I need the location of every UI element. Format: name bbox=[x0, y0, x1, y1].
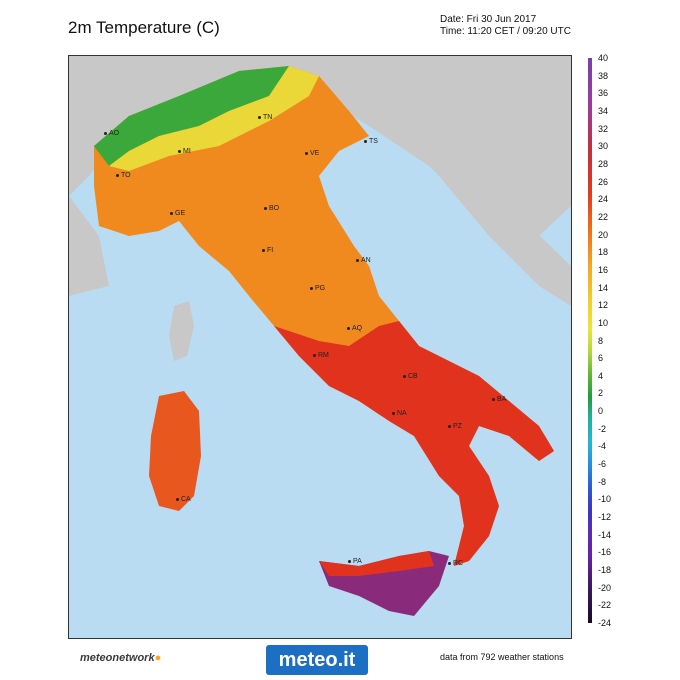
city-marker: GE bbox=[170, 210, 185, 217]
city-marker: CA bbox=[176, 496, 191, 503]
date-time-block: Date: Fri 30 Jun 2017 Time: 11:20 CET / … bbox=[440, 14, 571, 38]
sardinia bbox=[149, 391, 201, 511]
colorbar-tick-label: 12 bbox=[598, 300, 609, 311]
city-marker: RC bbox=[448, 560, 463, 567]
city-marker: PA bbox=[348, 558, 362, 565]
colorbar-tick-label: 32 bbox=[598, 123, 609, 134]
city-marker: BA bbox=[492, 396, 506, 403]
colorbar-tick-label: -24 bbox=[598, 618, 612, 628]
time-line: Time: 11:20 CET / 09:20 UTC bbox=[440, 26, 571, 37]
colorbar-tick-label: -12 bbox=[598, 512, 612, 523]
colorbar-tick-label: -22 bbox=[598, 600, 612, 611]
colorbar-labels: 40 38 36 34 32 30 28 26 24 22 20 18 16 14 12 10 8 6 4 2 0 -2-… bbox=[598, 54, 638, 628]
city-marker: AO bbox=[104, 130, 119, 137]
colorbar-tick-label: 24 bbox=[598, 194, 609, 205]
map-title: 2m Temperature (C) bbox=[68, 18, 220, 37]
colorbar-tick-label: 28 bbox=[598, 158, 609, 169]
alps-cool bbox=[94, 66, 289, 166]
corsica bbox=[169, 301, 194, 361]
temperature-colorbar bbox=[588, 58, 592, 623]
colorbar-tick-label: -20 bbox=[598, 582, 612, 593]
map-svg bbox=[69, 56, 571, 616]
colorbar-tick-label: 20 bbox=[598, 229, 609, 240]
meteonetwork-logo: meteonetwork● bbox=[80, 652, 162, 664]
colorbar-tick-label: 8 bbox=[598, 335, 604, 346]
colorbar-tick-label: 22 bbox=[598, 211, 609, 222]
colorbar-tick-label: 18 bbox=[598, 247, 609, 258]
foreign-land-west bbox=[69, 196, 109, 296]
colorbar-tick-label: -8 bbox=[598, 476, 607, 487]
colorbar-tick-label: -14 bbox=[598, 529, 612, 540]
italy-south-hot bbox=[274, 321, 554, 566]
city-marker: VE bbox=[305, 150, 319, 157]
city-marker: FI bbox=[262, 247, 273, 254]
meteo-it-logo: meteo.it bbox=[266, 645, 368, 675]
city-marker: RM bbox=[313, 352, 329, 359]
foreign-land-north bbox=[69, 56, 571, 236]
colorbar-tick-label: 34 bbox=[598, 105, 609, 116]
city-marker: NA bbox=[392, 410, 407, 417]
alps-mild bbox=[109, 66, 319, 171]
colorbar-tick-label: 10 bbox=[598, 317, 609, 328]
city-marker: AN bbox=[356, 257, 371, 264]
city-marker: PZ bbox=[448, 423, 462, 430]
colorbar-tick-label: -18 bbox=[598, 565, 612, 576]
temperature-map bbox=[68, 55, 572, 639]
city-marker: TN bbox=[258, 114, 272, 121]
colorbar-tick-label: -10 bbox=[598, 494, 612, 505]
city-marker: BO bbox=[264, 205, 279, 212]
city-marker: CB bbox=[403, 373, 418, 380]
date-line: Date: Fri 30 Jun 2017 bbox=[440, 14, 537, 25]
data-source-note: data from 792 weather stations bbox=[440, 652, 564, 662]
colorbar-tick-label: -4 bbox=[598, 441, 607, 452]
colorbar-tick-label: 6 bbox=[598, 353, 604, 364]
colorbar-tick-label: -16 bbox=[598, 547, 612, 558]
colorbar-tick-label: 36 bbox=[598, 88, 609, 99]
city-marker: TO bbox=[116, 172, 131, 179]
colorbar-tick-label: 0 bbox=[598, 406, 604, 417]
colorbar-tick-label: 30 bbox=[598, 141, 609, 152]
colorbar-tick-label: 14 bbox=[598, 282, 609, 293]
city-marker: PG bbox=[310, 285, 325, 292]
colorbar-tick-label: 40 bbox=[598, 53, 609, 63]
colorbar-tick-label: 4 bbox=[598, 370, 604, 381]
sicily-north-hot bbox=[319, 551, 434, 576]
city-marker: AQ bbox=[347, 325, 362, 332]
colorbar-tick-label: 38 bbox=[598, 70, 609, 81]
colorbar-tick-label: 16 bbox=[598, 264, 609, 275]
colorbar-tick-label: -2 bbox=[598, 423, 607, 434]
city-marker: TS bbox=[364, 138, 378, 145]
foreign-land-east bbox=[399, 136, 571, 306]
colorbar-tick-label: 26 bbox=[598, 176, 609, 187]
colorbar-tick-label: -6 bbox=[598, 459, 607, 470]
colorbar-tick-label: 2 bbox=[598, 388, 604, 399]
city-marker: MI bbox=[178, 148, 191, 155]
